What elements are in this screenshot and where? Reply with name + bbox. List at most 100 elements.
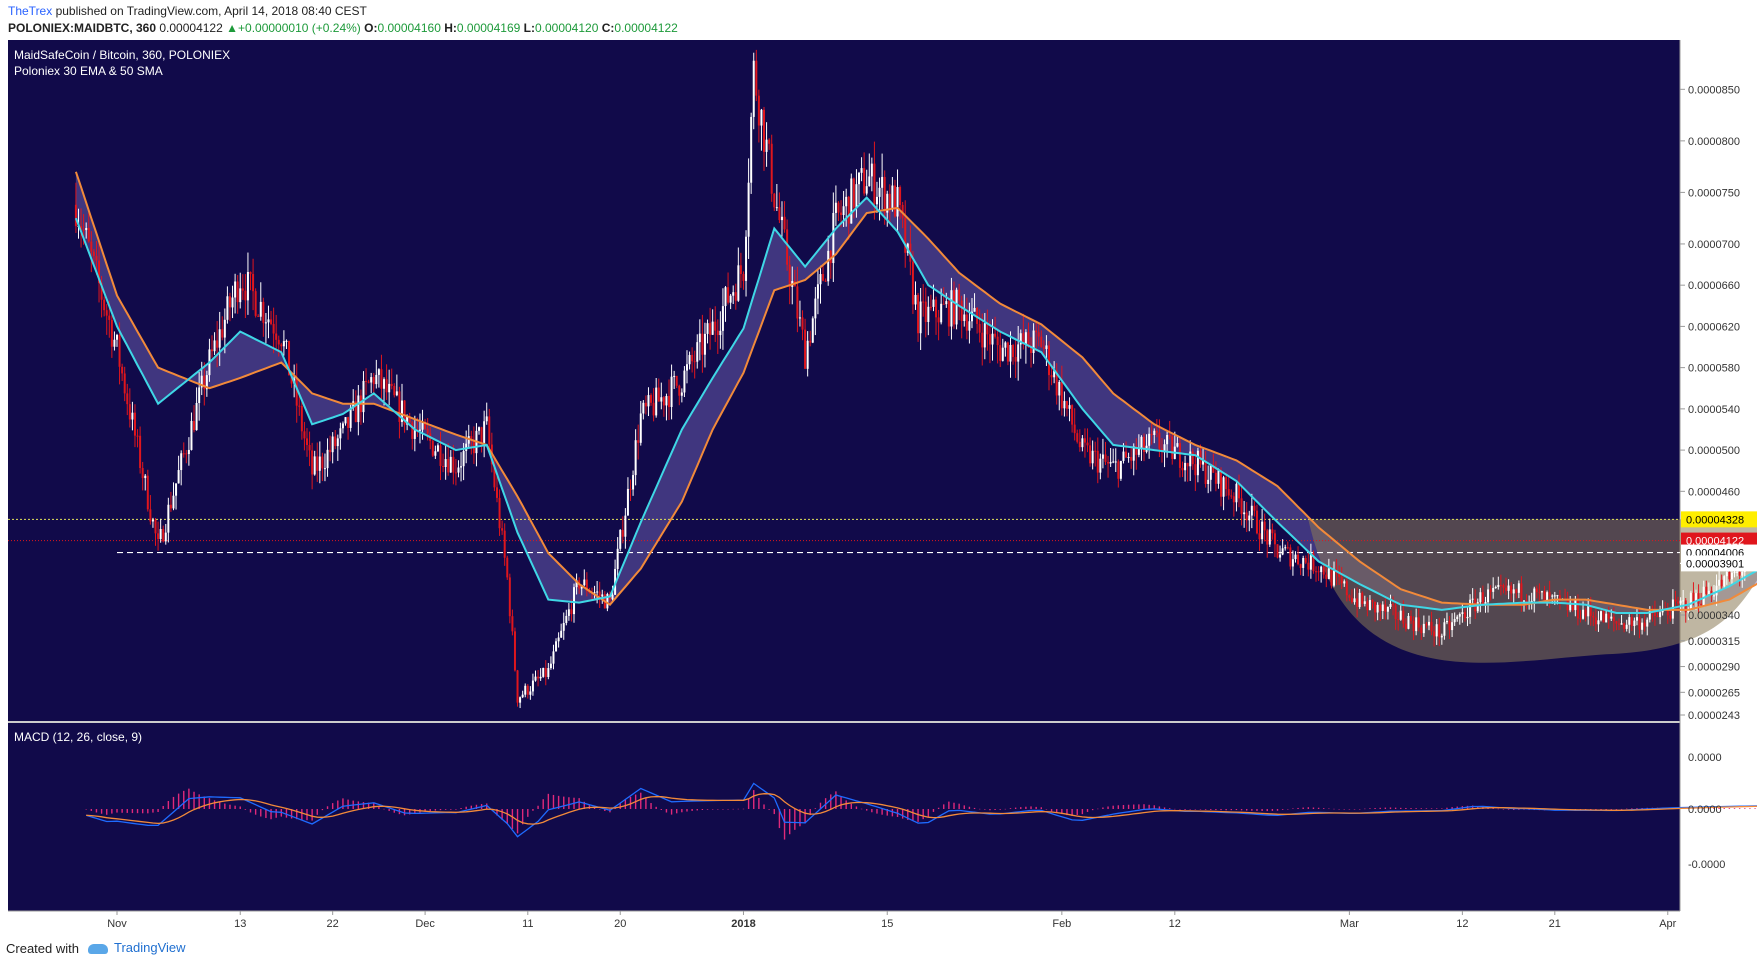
candle-body bbox=[1135, 446, 1138, 455]
macd-histogram-bar bbox=[593, 807, 596, 809]
candle-body bbox=[922, 301, 925, 303]
macd-histogram-bar bbox=[414, 809, 416, 814]
candle-body bbox=[1522, 600, 1525, 602]
candle-body bbox=[408, 416, 411, 423]
candle-body bbox=[313, 456, 316, 475]
macd-histogram-bar bbox=[177, 793, 180, 809]
candle-body bbox=[1433, 631, 1436, 637]
candle-body bbox=[734, 292, 737, 301]
macd-histogram-bar bbox=[1066, 809, 1068, 816]
candle-body bbox=[221, 329, 224, 338]
price-chart-svg[interactable]: 0.0000850 0.0000800 0.0000750 0.0000700 0.00… bbox=[0, 40, 1757, 933]
macd-histogram-bar bbox=[1107, 806, 1109, 809]
candle-body bbox=[1617, 623, 1620, 625]
macd-histogram-bar bbox=[542, 799, 544, 809]
macd-histogram-bar bbox=[203, 796, 205, 809]
candle-body bbox=[1376, 604, 1379, 613]
macd-histogram-bar bbox=[193, 791, 195, 809]
candle-body bbox=[816, 284, 819, 299]
chart-area[interactable]: 0.0000850 0.0000800 0.0000750 0.0000700 0.00… bbox=[0, 40, 1757, 933]
candle-body bbox=[891, 185, 894, 209]
candle-body bbox=[1612, 616, 1615, 622]
macd-histogram-bar bbox=[460, 808, 462, 809]
author-link[interactable]: TheTrex bbox=[8, 4, 53, 18]
candle-body bbox=[447, 459, 450, 473]
time-tick-label: 21 bbox=[1549, 918, 1561, 930]
price-marker-label: 0.00004328 bbox=[1686, 514, 1744, 526]
price-axis[interactable] bbox=[1680, 40, 1757, 933]
candle-body bbox=[139, 435, 142, 469]
candle-body bbox=[698, 333, 701, 343]
macd-histogram-bar bbox=[907, 809, 909, 820]
macd-histogram-bar bbox=[147, 809, 149, 814]
price-marker-badge bbox=[1681, 511, 1757, 528]
macd-histogram-bar bbox=[1302, 807, 1304, 809]
candle-body bbox=[932, 299, 935, 307]
candle-body bbox=[657, 387, 660, 402]
low-label: L: bbox=[523, 21, 535, 35]
candle-body bbox=[1625, 624, 1628, 629]
candle-body bbox=[567, 609, 570, 616]
candle-body bbox=[893, 185, 896, 217]
candle-body bbox=[336, 438, 339, 447]
candle-body bbox=[1587, 605, 1590, 617]
candle-body bbox=[786, 229, 789, 265]
macd-histogram-bar bbox=[1266, 809, 1268, 812]
candle-body bbox=[870, 163, 873, 177]
candle-body bbox=[1623, 623, 1626, 629]
macd-histogram-bar bbox=[932, 809, 935, 812]
candle-body bbox=[629, 488, 632, 490]
candle-body bbox=[318, 456, 321, 471]
macd-histogram-bar bbox=[1631, 808, 1633, 809]
macd-histogram-bar bbox=[1317, 807, 1320, 809]
candle-body bbox=[1466, 616, 1469, 619]
candle-body bbox=[1669, 615, 1672, 619]
tradingview-logo[interactable]: TradingView bbox=[88, 940, 186, 955]
candle-body bbox=[634, 440, 637, 476]
candle-body bbox=[1117, 461, 1120, 479]
candle-body bbox=[727, 287, 730, 303]
candle-body bbox=[403, 400, 406, 425]
candle-body bbox=[1553, 595, 1556, 597]
candle-body bbox=[947, 301, 950, 327]
candle-body bbox=[878, 187, 881, 197]
candle-body bbox=[1304, 557, 1307, 563]
macd-histogram-bar bbox=[116, 809, 118, 813]
candle-body bbox=[164, 532, 167, 542]
candle-body bbox=[549, 663, 552, 669]
candle-body bbox=[1253, 505, 1256, 511]
candle-body bbox=[1689, 592, 1692, 610]
macd-histogram-bar bbox=[1112, 805, 1114, 809]
candle-body bbox=[1687, 609, 1690, 613]
macd-histogram-bar bbox=[819, 802, 822, 809]
candle-body bbox=[439, 445, 442, 466]
candle-body bbox=[426, 428, 429, 434]
candle-body bbox=[1099, 458, 1102, 473]
macd-histogram-bar bbox=[722, 809, 724, 810]
candle-body bbox=[1597, 620, 1600, 625]
candle-body bbox=[1356, 598, 1359, 608]
macd-histogram-bar bbox=[1045, 809, 1048, 810]
candle-body bbox=[1271, 529, 1274, 534]
candle-body bbox=[881, 176, 884, 188]
candle-body bbox=[729, 295, 732, 303]
macd-histogram-bar bbox=[1600, 809, 1602, 810]
candle-body bbox=[1463, 612, 1466, 619]
candle-body bbox=[282, 341, 285, 347]
macd-histogram-bar bbox=[331, 803, 334, 809]
macd-histogram-bar bbox=[1723, 808, 1725, 809]
candle-body bbox=[1579, 618, 1582, 620]
candle-body bbox=[231, 297, 234, 308]
macd-histogram-bar bbox=[814, 808, 817, 809]
signal-line bbox=[86, 793, 1757, 825]
macd-histogram-bar bbox=[1133, 804, 1135, 809]
candle-body bbox=[1212, 464, 1215, 473]
candle-body bbox=[177, 470, 180, 484]
candle-body bbox=[763, 109, 766, 152]
candle-body bbox=[357, 395, 360, 423]
time-tick-label: Feb bbox=[1052, 918, 1071, 930]
price-tick-label: 0.0000620 bbox=[1688, 321, 1740, 333]
macd-histogram-bar bbox=[1174, 808, 1176, 810]
candle-body bbox=[1607, 613, 1610, 619]
candle-body bbox=[1109, 462, 1112, 464]
